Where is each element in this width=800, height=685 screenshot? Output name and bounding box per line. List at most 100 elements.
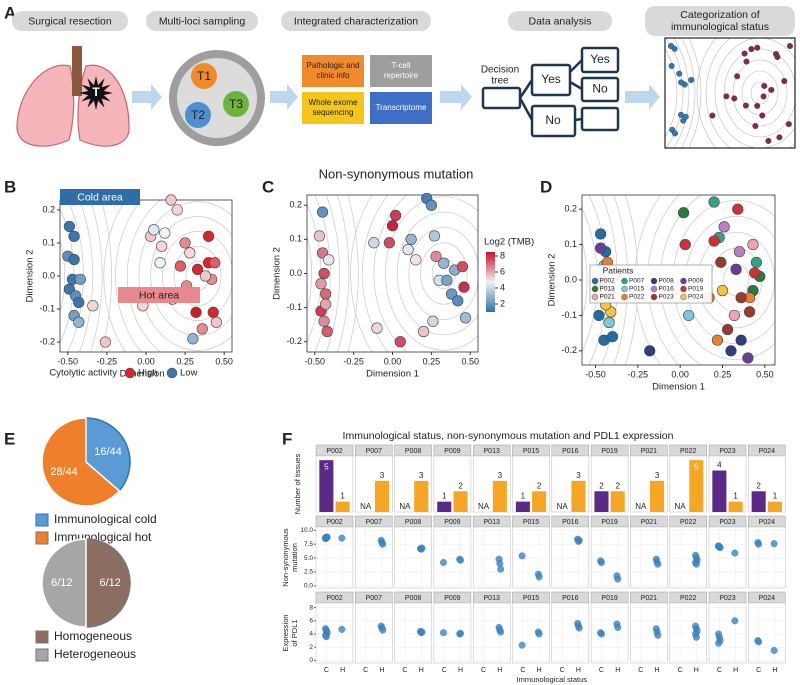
point xyxy=(209,257,221,269)
point xyxy=(390,209,402,222)
y-tick-label: 0.0 xyxy=(304,583,313,590)
x-tick-label: H xyxy=(615,667,620,674)
point xyxy=(207,306,219,318)
thumb-dot xyxy=(768,86,775,93)
contour xyxy=(347,195,359,352)
facet-label: P016 xyxy=(562,519,578,526)
sample xyxy=(185,102,211,128)
contour xyxy=(325,195,340,352)
point xyxy=(383,237,395,249)
x-tick-label: C xyxy=(363,667,368,674)
y-tick-label: 0 xyxy=(309,657,313,664)
dot xyxy=(338,534,346,542)
legend-swatch xyxy=(35,648,49,662)
facet-label: P008 xyxy=(405,519,421,526)
facet-label: P007 xyxy=(366,519,382,526)
annotation: Cold area xyxy=(77,191,123,203)
legend-label: Immunological cold xyxy=(54,512,157,526)
annotation-box xyxy=(60,189,140,205)
point xyxy=(190,306,202,318)
panel-letter: B xyxy=(4,177,16,196)
legend-label: P023 xyxy=(659,294,675,301)
thumb-dot xyxy=(682,113,689,120)
bar-value-label: 1 xyxy=(340,492,345,501)
pie-label: 28/44 xyxy=(50,466,78,478)
x-tick-label: 0.25 xyxy=(176,356,194,366)
point xyxy=(606,331,619,343)
thumb-dot xyxy=(760,93,767,100)
contour xyxy=(582,239,588,321)
legend-swatch xyxy=(650,293,658,301)
x-tick-label: C xyxy=(481,667,486,674)
thumb-dot xyxy=(743,58,750,65)
facet-label: P015 xyxy=(523,519,539,526)
facet-label: P016 xyxy=(562,595,578,602)
bar xyxy=(594,491,609,512)
x-tick-label: H xyxy=(458,667,463,674)
dot xyxy=(575,536,583,544)
legend-label: P013 xyxy=(600,286,616,293)
facet-label: P021 xyxy=(641,519,657,526)
thumb-dot xyxy=(688,76,695,83)
x-tick-label: -0.25 xyxy=(97,356,118,366)
point xyxy=(192,263,204,275)
y-tick-label: 5.0 xyxy=(304,555,313,562)
legend-label: P021 xyxy=(600,294,616,301)
x-tick-label: H xyxy=(497,667,502,674)
data-type-label: repertoire xyxy=(384,71,419,80)
facet-panel xyxy=(394,526,432,589)
facet-panel xyxy=(708,602,747,664)
facet-label: P013 xyxy=(484,448,500,455)
point xyxy=(441,274,453,286)
point xyxy=(63,220,75,233)
bar xyxy=(335,501,350,512)
facet-panel xyxy=(315,602,354,664)
facet-panel xyxy=(551,526,590,589)
y-tick-label: 0.2 xyxy=(42,204,55,214)
point xyxy=(210,316,222,328)
point xyxy=(402,244,414,256)
tree-root-label: tree xyxy=(491,76,509,87)
point xyxy=(154,257,166,269)
step-label: Categorization of xyxy=(680,9,759,21)
contour xyxy=(732,59,788,127)
point xyxy=(386,220,399,232)
legend-swatch xyxy=(621,277,628,285)
point xyxy=(452,295,464,307)
legend-swatch xyxy=(35,531,49,545)
facet-panel xyxy=(355,526,393,589)
point xyxy=(199,270,212,282)
point xyxy=(747,238,759,251)
x-tick-label: 0.50 xyxy=(215,356,233,366)
y-tick-label: 0.1 xyxy=(564,239,577,249)
flow-arrow xyxy=(440,84,472,110)
x-tick-label: H xyxy=(379,667,384,674)
contours xyxy=(307,195,478,352)
point xyxy=(318,315,330,327)
bar-value-label: 3 xyxy=(655,471,660,480)
point xyxy=(735,292,747,304)
point xyxy=(315,278,327,290)
contour xyxy=(714,38,795,148)
point xyxy=(721,323,734,336)
thumb-dot xyxy=(759,112,766,119)
x-tick-label: C xyxy=(756,667,761,674)
thumb-dot xyxy=(676,70,683,77)
chart-title: Non-synonymous mutation xyxy=(319,166,474,181)
contour xyxy=(396,211,478,336)
bar xyxy=(751,491,766,512)
y-tick-label: 2 xyxy=(309,644,313,651)
contour xyxy=(665,48,678,138)
dot xyxy=(731,549,739,557)
facet-label: P019 xyxy=(601,595,617,602)
legend-swatch xyxy=(650,277,658,285)
legend-label: High xyxy=(138,368,158,379)
facet-label: P015 xyxy=(523,595,539,602)
facet-label: P013 xyxy=(484,519,500,526)
bar xyxy=(437,501,452,512)
x-tick-label: H xyxy=(772,667,777,674)
contour xyxy=(100,200,112,352)
facet-panel xyxy=(669,602,707,664)
contour xyxy=(361,195,389,352)
bar xyxy=(414,480,429,512)
